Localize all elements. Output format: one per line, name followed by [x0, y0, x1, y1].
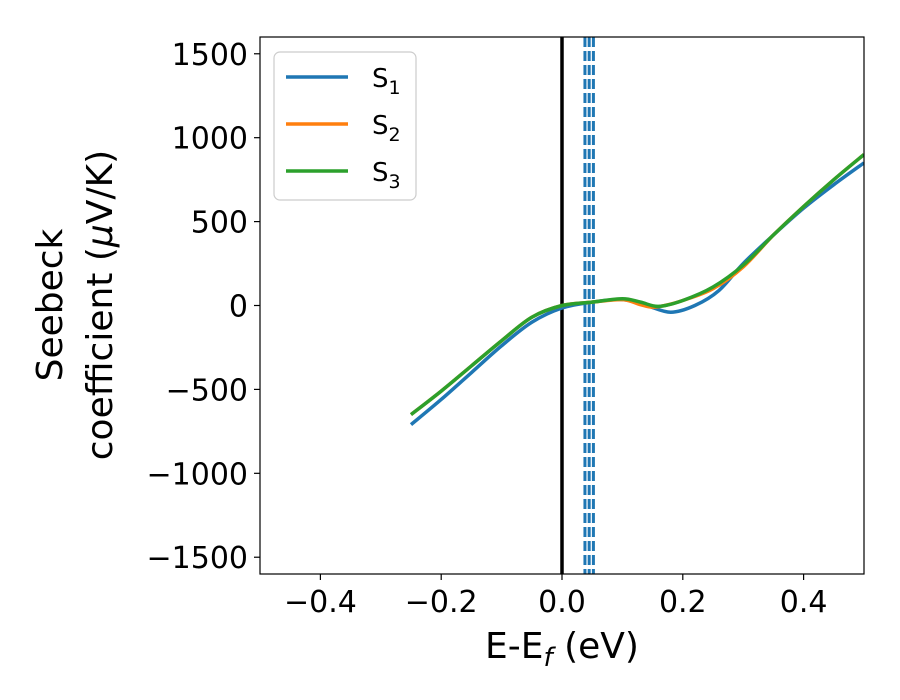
- y-tick-label: 1000: [172, 122, 248, 157]
- x-tick-label: −0.2: [405, 585, 478, 620]
- y-tick-label: −1500: [147, 541, 248, 576]
- x-tick-label: 0.2: [659, 585, 707, 620]
- legend-label-s2: S2: [372, 111, 401, 146]
- series-line-s3: [409, 153, 864, 416]
- plot-area: [409, 37, 864, 574]
- legend-box: [273, 51, 417, 201]
- series-line-s1: [409, 161, 864, 426]
- legend-label-s3: S3: [372, 158, 401, 193]
- x-axis-label: E-Ef (eV): [485, 626, 639, 673]
- legend-entries: S1 S2 S3: [286, 64, 401, 193]
- x-tick-label: 0.4: [780, 585, 828, 620]
- y-tick-label: −500: [166, 373, 248, 408]
- series-lines: [409, 153, 864, 426]
- legend: S1 S2 S3: [273, 51, 417, 201]
- y-axis-label-line2: coefficient (μV/K): [80, 150, 121, 460]
- y-tick-label: 500: [191, 206, 248, 241]
- x-tick-label: −0.4: [284, 585, 357, 620]
- y-axis-label: Seebeck coefficient (μV/K): [30, 150, 121, 460]
- x-axis-ticks: −0.4 −0.2 0.0 0.2 0.4: [284, 574, 827, 620]
- y-tick-label: 1500: [172, 38, 248, 73]
- y-axis-label-line1: Seebeck: [30, 228, 71, 381]
- x-tick-label: 0.0: [538, 585, 586, 620]
- y-tick-label: 0: [229, 290, 248, 325]
- legend-label-s1: S1: [372, 64, 401, 99]
- y-tick-label: −1000: [147, 457, 248, 492]
- series-line-s2: [409, 153, 864, 416]
- y-axis-ticks: −1500 −1000 −500 0 500 1000 1500: [147, 38, 260, 576]
